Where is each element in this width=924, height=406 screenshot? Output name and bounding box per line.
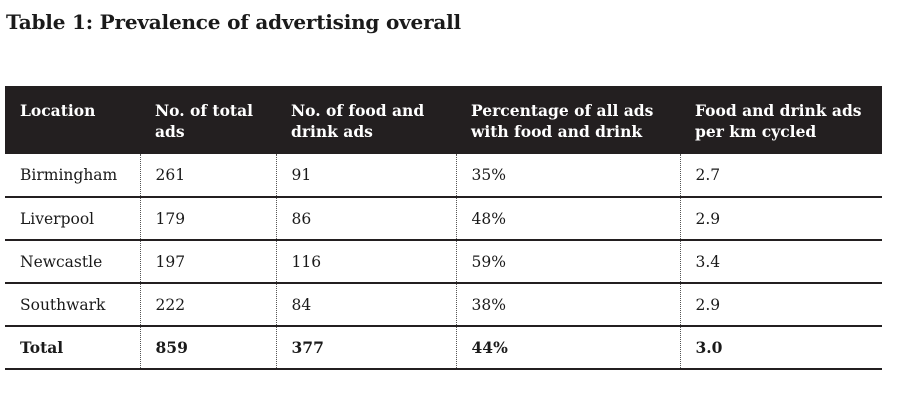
header-food-drink-ads: No. of food and drink ads <box>291 101 425 141</box>
cell-food-drink-ads: 84 <box>275 283 456 327</box>
cell-ads-per-km: 2.9 <box>679 197 882 241</box>
cell-ads-per-km: 2.9 <box>679 283 882 327</box>
cell-location: Birmingham <box>5 154 140 198</box>
total-row: Total 859 377 44% 3.0 <box>5 326 882 370</box>
cell-total-ads: 179 <box>139 197 276 241</box>
table-row: Birmingham 261 91 35% 2.7 <box>5 154 882 198</box>
header-row: Location No. of total ads No. of food an… <box>5 86 882 154</box>
header-ads-per-km: Food and drink ads per km cycled <box>695 101 862 141</box>
table-row: Liverpool 179 86 48% 2.9 <box>5 197 882 241</box>
header-location: Location <box>20 101 96 120</box>
cell-food-drink-ads: 86 <box>275 197 456 241</box>
table-body: Birmingham 261 91 35% 2.7 Liverpool 179 … <box>5 154 882 370</box>
cell-food-drink-ads: 91 <box>275 154 456 198</box>
table-row: Southwark 222 84 38% 2.9 <box>5 283 882 327</box>
cell-percentage: 35% <box>455 154 680 198</box>
table-title: Table 1: Prevalence of advertising overa… <box>6 10 461 34</box>
header-total-ads: No. of total ads <box>155 101 254 141</box>
cell-total-ads: 197 <box>139 240 276 284</box>
cell-percentage: 38% <box>455 283 680 327</box>
cell-total-label: Total <box>5 326 140 370</box>
cell-percentage-total: 44% <box>455 326 680 370</box>
cell-food-drink-ads-sum: 377 <box>275 326 456 370</box>
cell-ads-per-km: 3.4 <box>679 240 882 284</box>
advertising-prevalence-table: Location No. of total ads No. of food an… <box>5 86 882 370</box>
cell-food-drink-ads: 116 <box>275 240 456 284</box>
header-percentage-food-drink: Percentage of all ads with food and drin… <box>471 101 654 141</box>
table-header: Location No. of total ads No. of food an… <box>5 86 882 154</box>
cell-percentage: 48% <box>455 197 680 241</box>
cell-total-ads-sum: 859 <box>139 326 276 370</box>
cell-percentage: 59% <box>455 240 680 284</box>
cell-location: Southwark <box>5 283 140 327</box>
cell-location: Liverpool <box>5 197 140 241</box>
cell-total-ads: 222 <box>139 283 276 327</box>
cell-location: Newcastle <box>5 240 140 284</box>
cell-ads-per-km-total: 3.0 <box>679 326 882 370</box>
cell-ads-per-km: 2.7 <box>679 154 882 198</box>
cell-total-ads: 261 <box>139 154 276 198</box>
table-row: Newcastle 197 116 59% 3.4 <box>5 240 882 284</box>
